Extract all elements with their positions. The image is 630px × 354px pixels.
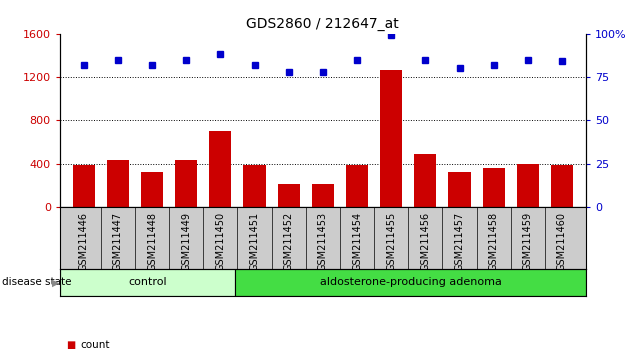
Text: GSM211460: GSM211460	[557, 212, 567, 271]
Text: GSM211447: GSM211447	[113, 212, 123, 271]
Text: GSM211446: GSM211446	[79, 212, 89, 271]
Text: ■: ■	[66, 340, 76, 350]
Text: GSM211450: GSM211450	[215, 212, 226, 271]
Bar	[243, 165, 266, 207]
Text: GSM211454: GSM211454	[352, 212, 362, 271]
Text: GSM211449: GSM211449	[181, 212, 192, 271]
Bar	[209, 131, 231, 207]
Bar	[380, 70, 403, 207]
Text: GSM211452: GSM211452	[284, 212, 294, 271]
Bar	[175, 160, 197, 207]
Text: count: count	[80, 340, 110, 350]
Text: aldosterone-producing adenoma: aldosterone-producing adenoma	[319, 277, 501, 287]
Bar	[235, 269, 586, 296]
Text: ▶: ▶	[52, 277, 59, 287]
Text: control: control	[129, 277, 167, 287]
Bar	[141, 172, 163, 207]
Text: GSM211451: GSM211451	[249, 212, 260, 271]
Bar	[346, 165, 368, 207]
Title: GDS2860 / 212647_at: GDS2860 / 212647_at	[246, 17, 399, 31]
Bar	[483, 168, 505, 207]
Text: GSM211453: GSM211453	[318, 212, 328, 271]
Bar	[449, 172, 471, 207]
Bar	[312, 184, 334, 207]
Bar	[278, 184, 300, 207]
Bar	[551, 165, 573, 207]
Text: GSM211459: GSM211459	[523, 212, 533, 271]
Text: GSM211457: GSM211457	[454, 212, 464, 271]
Bar	[60, 269, 235, 296]
Text: GSM211448: GSM211448	[147, 212, 157, 271]
Text: GSM211456: GSM211456	[420, 212, 430, 271]
Bar	[107, 160, 129, 207]
Bar	[517, 164, 539, 207]
Text: GSM211455: GSM211455	[386, 212, 396, 271]
Text: GSM211458: GSM211458	[489, 212, 499, 271]
Text: disease state: disease state	[2, 277, 71, 287]
Bar	[72, 165, 95, 207]
Bar	[415, 154, 437, 207]
